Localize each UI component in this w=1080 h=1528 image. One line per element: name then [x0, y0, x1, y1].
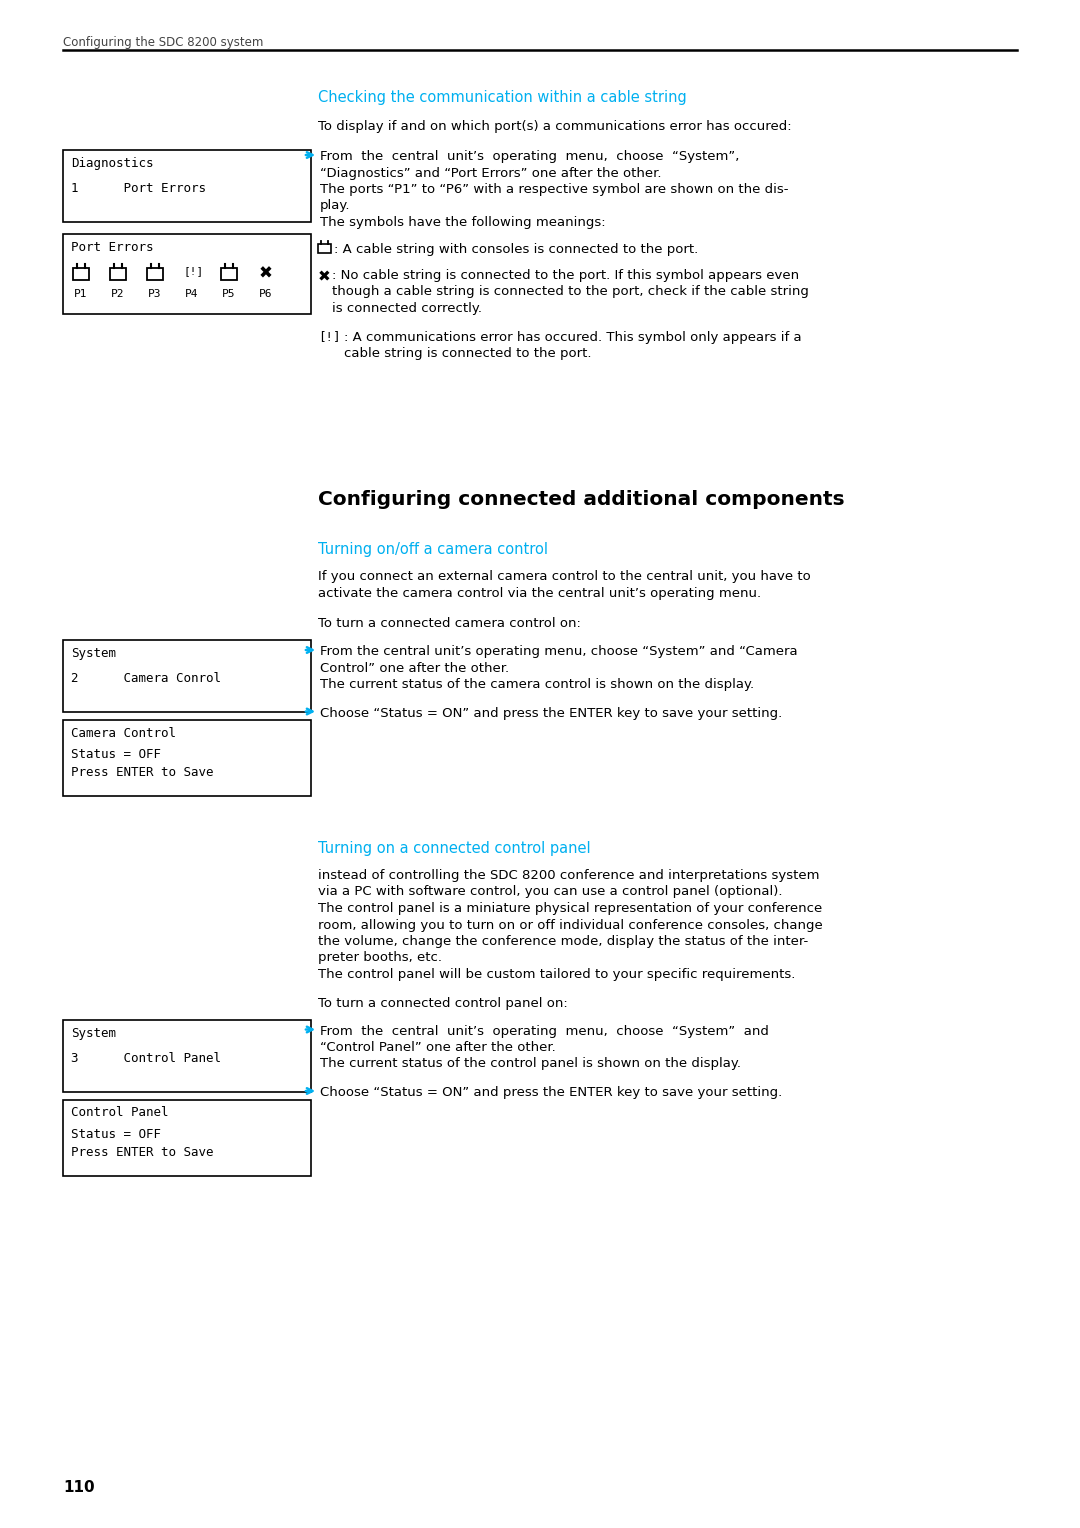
Text: Press ENTER to Save: Press ENTER to Save [71, 766, 214, 779]
Text: System: System [71, 646, 116, 660]
Text: To display if and on which port(s) a communications error has occured:: To display if and on which port(s) a com… [318, 121, 792, 133]
Text: P3: P3 [148, 289, 162, 299]
Text: P4: P4 [185, 289, 199, 299]
Text: [!]: [!] [318, 330, 340, 344]
Text: The ports “P1” to “P6” with a respective symbol are shown on the dis-: The ports “P1” to “P6” with a respective… [320, 183, 788, 196]
Text: Configuring the SDC 8200 system: Configuring the SDC 8200 system [63, 37, 264, 49]
Bar [110, 267, 126, 280]
Bar [318, 243, 330, 252]
Text: P2: P2 [111, 289, 124, 299]
Text: [!]: [!] [184, 266, 204, 277]
Text: Port Errors: Port Errors [71, 241, 153, 254]
Text: Configuring connected additional components: Configuring connected additional compone… [318, 490, 845, 509]
Text: The current status of the control panel is shown on the display.: The current status of the control panel … [320, 1057, 741, 1071]
Text: play.: play. [320, 200, 351, 212]
Text: 1      Port Errors: 1 Port Errors [71, 182, 206, 196]
Text: Checking the communication within a cable string: Checking the communication within a cabl… [318, 90, 687, 105]
Text: Diagnostics: Diagnostics [71, 157, 153, 170]
Text: cable string is connected to the port.: cable string is connected to the port. [345, 347, 592, 361]
Text: The symbols have the following meanings:: The symbols have the following meanings: [320, 215, 606, 229]
Text: is connected correctly.: is connected correctly. [332, 303, 482, 315]
Text: ✖: ✖ [259, 264, 273, 283]
Text: activate the camera control via the central unit’s operating menu.: activate the camera control via the cent… [318, 587, 761, 599]
Text: Status = OFF: Status = OFF [71, 749, 161, 761]
Text: room, allowing you to turn on or off individual conference consoles, change: room, allowing you to turn on or off ind… [318, 918, 823, 932]
Text: P6: P6 [259, 289, 272, 299]
Text: Control” one after the other.: Control” one after the other. [320, 662, 509, 674]
Text: 110: 110 [63, 1481, 95, 1494]
Text: : A cable string with consoles is connected to the port.: : A cable string with consoles is connec… [334, 243, 699, 255]
Text: From the central unit’s operating menu, choose “System” and “Camera: From the central unit’s operating menu, … [320, 645, 798, 659]
Text: preter booths, etc.: preter booths, etc. [318, 952, 442, 964]
Text: P5: P5 [222, 289, 235, 299]
Text: though a cable string is connected to the port, check if the cable string: though a cable string is connected to th… [332, 286, 809, 298]
Text: The control panel is a miniature physical representation of your conference: The control panel is a miniature physica… [318, 902, 822, 915]
Text: 3      Control Panel: 3 Control Panel [71, 1051, 221, 1065]
Text: Camera Control: Camera Control [71, 727, 176, 740]
Text: “Diagnostics” and “Port Errors” one after the other.: “Diagnostics” and “Port Errors” one afte… [320, 167, 661, 179]
Text: : A communications error has occured. This symbol only appears if a: : A communications error has occured. Th… [345, 330, 801, 344]
FancyBboxPatch shape [63, 640, 311, 712]
Text: To turn a connected control panel on:: To turn a connected control panel on: [318, 996, 568, 1010]
Text: If you connect an external camera control to the central unit, you have to: If you connect an external camera contro… [318, 570, 811, 584]
Text: Turning on a connected control panel: Turning on a connected control panel [318, 840, 591, 856]
FancyBboxPatch shape [63, 150, 311, 222]
Text: From  the  central  unit’s  operating  menu,  choose  “System”  and: From the central unit’s operating menu, … [320, 1024, 769, 1038]
Text: The control panel will be custom tailored to your specific requirements.: The control panel will be custom tailore… [318, 969, 795, 981]
Text: 2      Camera Conrol: 2 Camera Conrol [71, 672, 221, 685]
Text: the volume, change the conference mode, display the status of the inter-: the volume, change the conference mode, … [318, 935, 808, 947]
Text: The current status of the camera control is shown on the display.: The current status of the camera control… [320, 678, 754, 691]
FancyBboxPatch shape [63, 234, 311, 313]
FancyBboxPatch shape [63, 720, 311, 796]
Bar [73, 267, 89, 280]
Text: Press ENTER to Save: Press ENTER to Save [71, 1146, 214, 1158]
FancyBboxPatch shape [63, 1100, 311, 1175]
FancyBboxPatch shape [63, 1019, 311, 1091]
Text: ✖: ✖ [318, 269, 330, 284]
Text: Choose “Status = ON” and press the ENTER key to save your setting.: Choose “Status = ON” and press the ENTER… [320, 1086, 782, 1099]
Bar [221, 267, 237, 280]
Text: From  the  central  unit’s  operating  menu,  choose  “System”,: From the central unit’s operating menu, … [320, 150, 740, 163]
Bar [147, 267, 163, 280]
Text: Control Panel: Control Panel [71, 1106, 168, 1120]
Text: Choose “Status = ON” and press the ENTER key to save your setting.: Choose “Status = ON” and press the ENTER… [320, 706, 782, 720]
Text: Status = OFF: Status = OFF [71, 1128, 161, 1140]
Text: : No cable string is connected to the port. If this symbol appears even: : No cable string is connected to the po… [332, 269, 799, 283]
Text: System: System [71, 1027, 116, 1039]
Text: instead of controlling the SDC 8200 conference and interpretations system: instead of controlling the SDC 8200 conf… [318, 869, 820, 882]
Text: P1: P1 [75, 289, 87, 299]
Text: via a PC with software control, you can use a control panel (optional).: via a PC with software control, you can … [318, 886, 783, 898]
Text: Turning on/off a camera control: Turning on/off a camera control [318, 542, 548, 558]
Text: “Control Panel” one after the other.: “Control Panel” one after the other. [320, 1041, 556, 1054]
Text: To turn a connected camera control on:: To turn a connected camera control on: [318, 617, 581, 630]
